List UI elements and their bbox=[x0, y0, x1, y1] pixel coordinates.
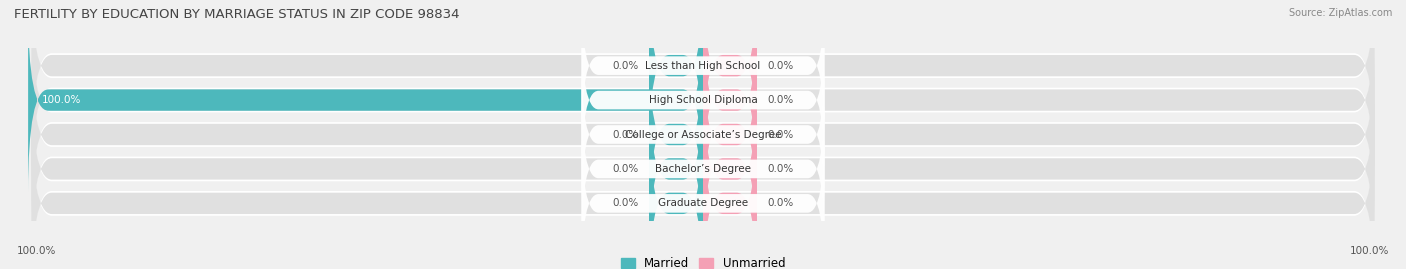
Text: Bachelor’s Degree: Bachelor’s Degree bbox=[655, 164, 751, 174]
FancyBboxPatch shape bbox=[31, 112, 1375, 269]
FancyBboxPatch shape bbox=[31, 111, 1375, 269]
Text: 100.0%: 100.0% bbox=[1350, 246, 1389, 256]
FancyBboxPatch shape bbox=[31, 9, 1375, 191]
FancyBboxPatch shape bbox=[650, 42, 703, 227]
FancyBboxPatch shape bbox=[650, 0, 703, 158]
Text: High School Diploma: High School Diploma bbox=[648, 95, 758, 105]
FancyBboxPatch shape bbox=[703, 111, 756, 269]
Text: 0.0%: 0.0% bbox=[768, 198, 793, 208]
Text: 0.0%: 0.0% bbox=[768, 61, 793, 71]
FancyBboxPatch shape bbox=[582, 0, 824, 142]
Text: 0.0%: 0.0% bbox=[613, 198, 638, 208]
Text: FERTILITY BY EDUCATION BY MARRIAGE STATUS IN ZIP CODE 98834: FERTILITY BY EDUCATION BY MARRIAGE STATU… bbox=[14, 8, 460, 21]
Text: 100.0%: 100.0% bbox=[42, 95, 82, 105]
Text: 0.0%: 0.0% bbox=[768, 164, 793, 174]
Legend: Married, Unmarried: Married, Unmarried bbox=[616, 253, 790, 269]
FancyBboxPatch shape bbox=[28, 8, 703, 193]
FancyBboxPatch shape bbox=[703, 8, 756, 193]
Text: Graduate Degree: Graduate Degree bbox=[658, 198, 748, 208]
FancyBboxPatch shape bbox=[582, 92, 824, 246]
FancyBboxPatch shape bbox=[703, 76, 756, 261]
Text: 0.0%: 0.0% bbox=[613, 61, 638, 71]
Text: College or Associate’s Degree: College or Associate’s Degree bbox=[624, 129, 782, 140]
FancyBboxPatch shape bbox=[31, 44, 1375, 225]
Text: Less than High School: Less than High School bbox=[645, 61, 761, 71]
Text: 0.0%: 0.0% bbox=[613, 129, 638, 140]
FancyBboxPatch shape bbox=[31, 8, 1375, 193]
FancyBboxPatch shape bbox=[582, 58, 824, 211]
Text: 100.0%: 100.0% bbox=[17, 246, 56, 256]
FancyBboxPatch shape bbox=[31, 78, 1375, 260]
FancyBboxPatch shape bbox=[582, 127, 824, 269]
Text: 0.0%: 0.0% bbox=[768, 95, 793, 105]
Text: 0.0%: 0.0% bbox=[613, 164, 638, 174]
FancyBboxPatch shape bbox=[31, 0, 1375, 158]
FancyBboxPatch shape bbox=[31, 0, 1375, 157]
FancyBboxPatch shape bbox=[650, 76, 703, 261]
FancyBboxPatch shape bbox=[582, 23, 824, 177]
FancyBboxPatch shape bbox=[31, 76, 1375, 261]
Text: Source: ZipAtlas.com: Source: ZipAtlas.com bbox=[1288, 8, 1392, 18]
Text: 0.0%: 0.0% bbox=[768, 129, 793, 140]
FancyBboxPatch shape bbox=[703, 42, 756, 227]
FancyBboxPatch shape bbox=[650, 111, 703, 269]
FancyBboxPatch shape bbox=[703, 0, 756, 158]
FancyBboxPatch shape bbox=[31, 42, 1375, 227]
